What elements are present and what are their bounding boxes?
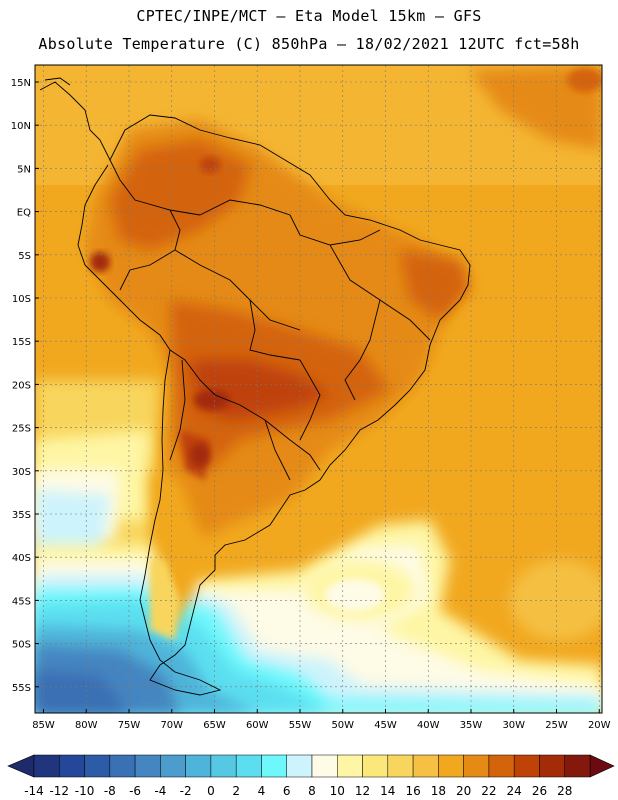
colorbar-swatch — [362, 754, 389, 778]
lat-lon-grid — [35, 65, 602, 713]
colorbar-swatch — [134, 754, 161, 778]
colorbar-swatch — [488, 754, 515, 778]
colorbar-over-arrow — [589, 754, 615, 778]
colorbar-label: 6 — [283, 784, 291, 798]
colorbar-swatch — [463, 754, 490, 778]
longitude-labels: 85W 80W 75W 70W 65W 60W 55W 50W 45W 40W 35W 30W 25W 2… — [32, 709, 611, 731]
colorbar-label: -6 — [129, 784, 141, 798]
lon-label: 20W — [588, 720, 611, 731]
colorbar: -14 -12 -10 -8 -6 -4 -2 0 2 4 6 8 10 12 14 16 18 20 22 24 26… — [7, 754, 615, 798]
colorbar-label: 16 — [405, 784, 420, 798]
colorbar-label: 22 — [481, 784, 496, 798]
colorbar-label: 4 — [258, 784, 266, 798]
lon-label: 65W — [203, 720, 226, 731]
colorbar-label: -8 — [104, 784, 116, 798]
coastlines — [39, 77, 471, 696]
map-subtitle: Absolute Temperature (C) 850hPa – 18/02/… — [38, 35, 580, 53]
colorbar-swatch — [564, 754, 591, 778]
lat-label: 5S — [18, 251, 31, 262]
colorbar-swatch — [438, 754, 464, 778]
colorbar-label: 20 — [456, 784, 471, 798]
lon-label: 55W — [289, 720, 312, 731]
colorbar-swatch — [109, 754, 136, 778]
map-frame — [34, 64, 603, 714]
lon-label: 30W — [502, 720, 525, 731]
colorbar-swatch — [210, 754, 237, 778]
colorbar-swatch — [387, 754, 414, 778]
lat-label: 50S — [12, 640, 31, 651]
lat-label: 15N — [11, 78, 31, 89]
colorbar-swatch — [513, 754, 540, 778]
lat-label: EQ — [17, 208, 31, 219]
lon-label: 40W — [417, 720, 440, 731]
colorbar-label: 14 — [380, 784, 395, 798]
lat-label: 10S — [12, 294, 31, 305]
colorbar-swatch — [311, 754, 338, 778]
colorbar-label: 8 — [308, 784, 316, 798]
colorbar-label: 12 — [355, 784, 370, 798]
colorbar-label: -12 — [49, 784, 69, 798]
colorbar-label: -4 — [154, 784, 166, 798]
temperature-field — [35, 65, 602, 713]
lat-label: 10N — [11, 121, 31, 132]
colorbar-swatch — [412, 754, 439, 778]
lat-label: 15S — [12, 337, 31, 348]
lat-label: 40S — [12, 553, 31, 564]
colorbar-label: -10 — [75, 784, 95, 798]
latitude-labels: 15N 10N 5N EQ 5S 10S 15S 20S 25S 30S 35S 40S 45S 50S 5… — [11, 78, 39, 694]
colorbar-swatch — [185, 754, 212, 778]
lat-label: 35S — [12, 510, 31, 521]
colorbar-label: -2 — [180, 784, 192, 798]
map-title: CPTEC/INPE/MCT – Eta Model 15km – GFS — [136, 7, 482, 25]
lon-label: 80W — [75, 720, 98, 731]
lat-label: 20S — [12, 380, 31, 391]
colorbar-swatch — [235, 754, 262, 778]
colorbar-swatch — [286, 754, 313, 778]
lon-label: 50W — [331, 720, 354, 731]
colorbar-swatch — [84, 754, 111, 778]
lat-label: 55S — [12, 683, 31, 694]
lon-label: 75W — [118, 720, 141, 731]
colorbar-label: 10 — [330, 784, 345, 798]
colorbar-swatch — [337, 754, 363, 778]
colorbar-swatch — [539, 754, 565, 778]
colorbar-label: 0 — [207, 784, 215, 798]
colorbar-label: -14 — [24, 784, 44, 798]
lat-label: 25S — [12, 424, 31, 435]
colorbar-swatch — [59, 754, 85, 778]
lon-label: 45W — [374, 720, 397, 731]
lon-label: 25W — [545, 720, 568, 731]
lat-label: 45S — [12, 596, 31, 607]
colorbar-label: 28 — [557, 784, 572, 798]
lat-label: 30S — [12, 467, 31, 478]
colorbar-label: 2 — [232, 784, 240, 798]
lon-label: 60W — [246, 720, 269, 731]
colorbar-swatch — [160, 754, 186, 778]
colorbar-label: 26 — [532, 784, 547, 798]
lon-label: 70W — [160, 720, 183, 731]
colorbar-label: 24 — [507, 784, 522, 798]
colorbar-swatch — [261, 754, 287, 778]
colorbar-swatch — [33, 754, 60, 778]
lon-label: 35W — [460, 720, 483, 731]
lon-label: 85W — [32, 720, 55, 731]
lat-label: 5N — [17, 164, 31, 175]
colorbar-label: 18 — [431, 784, 446, 798]
colorbar-under-arrow — [7, 754, 35, 778]
